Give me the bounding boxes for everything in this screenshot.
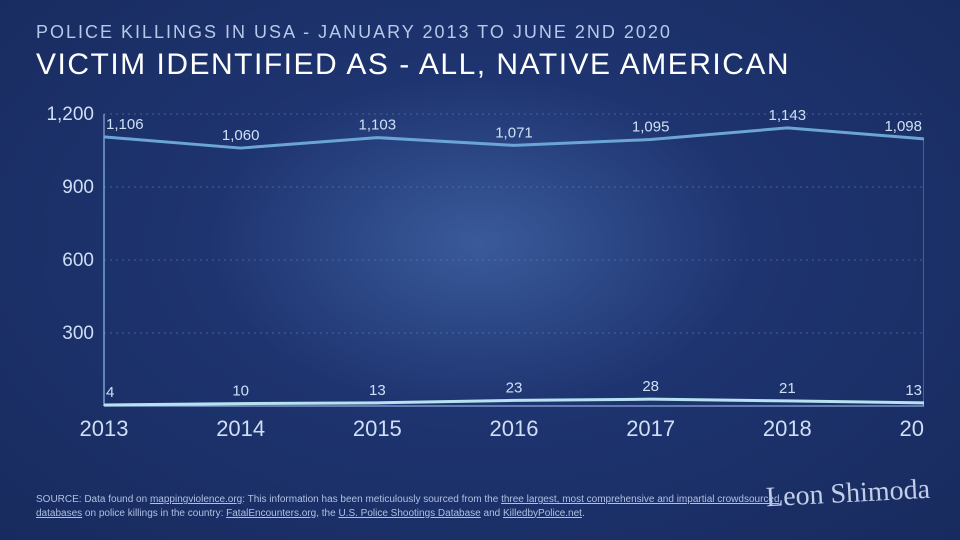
chart-svg: 300 600 900 1,200 2013 2014 2015 2016 2017 2018 20…: [36, 106, 924, 446]
svg-text:2019: 2019: [900, 416, 924, 441]
svg-text:2014: 2014: [216, 416, 265, 441]
svg-text:23: 23: [506, 379, 523, 396]
svg-text:300: 300: [62, 323, 94, 344]
footer-link[interactable]: U.S. Police Shootings Database: [338, 508, 480, 519]
footer-text: and: [481, 508, 503, 519]
svg-text:13: 13: [369, 382, 386, 399]
supertitle: POLICE KILLINGS IN USA - JANUARY 2013 TO…: [36, 22, 672, 43]
svg-text:1,106: 1,106: [106, 116, 144, 133]
source-footer: SOURCE: Data found on mappingviolence.or…: [36, 493, 820, 520]
footer-text: .: [582, 508, 585, 519]
svg-text:1,060: 1,060: [222, 127, 260, 144]
svg-text:13: 13: [905, 382, 922, 399]
svg-text:1,143: 1,143: [769, 107, 807, 124]
svg-text:900: 900: [62, 177, 94, 198]
footer-text: : This information has been meticulously…: [242, 494, 501, 505]
svg-text:21: 21: [779, 380, 796, 397]
svg-text:2018: 2018: [763, 416, 812, 441]
svg-text:10: 10: [232, 383, 249, 400]
svg-text:1,071: 1,071: [495, 124, 533, 141]
footer-text: on police killings in the country:: [82, 508, 226, 519]
svg-text:600: 600: [62, 250, 94, 271]
footer-link[interactable]: FatalEncounters.org: [226, 508, 316, 519]
svg-text:1,103: 1,103: [359, 117, 397, 134]
svg-text:2015: 2015: [353, 416, 402, 441]
svg-text:4: 4: [106, 384, 114, 401]
line-chart: 300 600 900 1,200 2013 2014 2015 2016 2017 2018 20…: [36, 106, 924, 446]
svg-text:2017: 2017: [626, 416, 675, 441]
svg-text:2016: 2016: [490, 416, 539, 441]
footer-text: SOURCE: Data found on: [36, 494, 150, 505]
svg-text:1,098: 1,098: [884, 118, 922, 135]
svg-text:28: 28: [642, 378, 659, 395]
footer-link[interactable]: KilledbyPolice.net: [503, 508, 582, 519]
page-title: VICTIM IDENTIFIED AS - ALL, NATIVE AMERI…: [36, 48, 790, 82]
svg-text:1,095: 1,095: [632, 119, 670, 136]
svg-text:1,200: 1,200: [46, 106, 94, 125]
footer-text: , the: [316, 508, 338, 519]
footer-link[interactable]: mappingviolence.org: [150, 494, 242, 505]
svg-text:2013: 2013: [80, 416, 129, 441]
